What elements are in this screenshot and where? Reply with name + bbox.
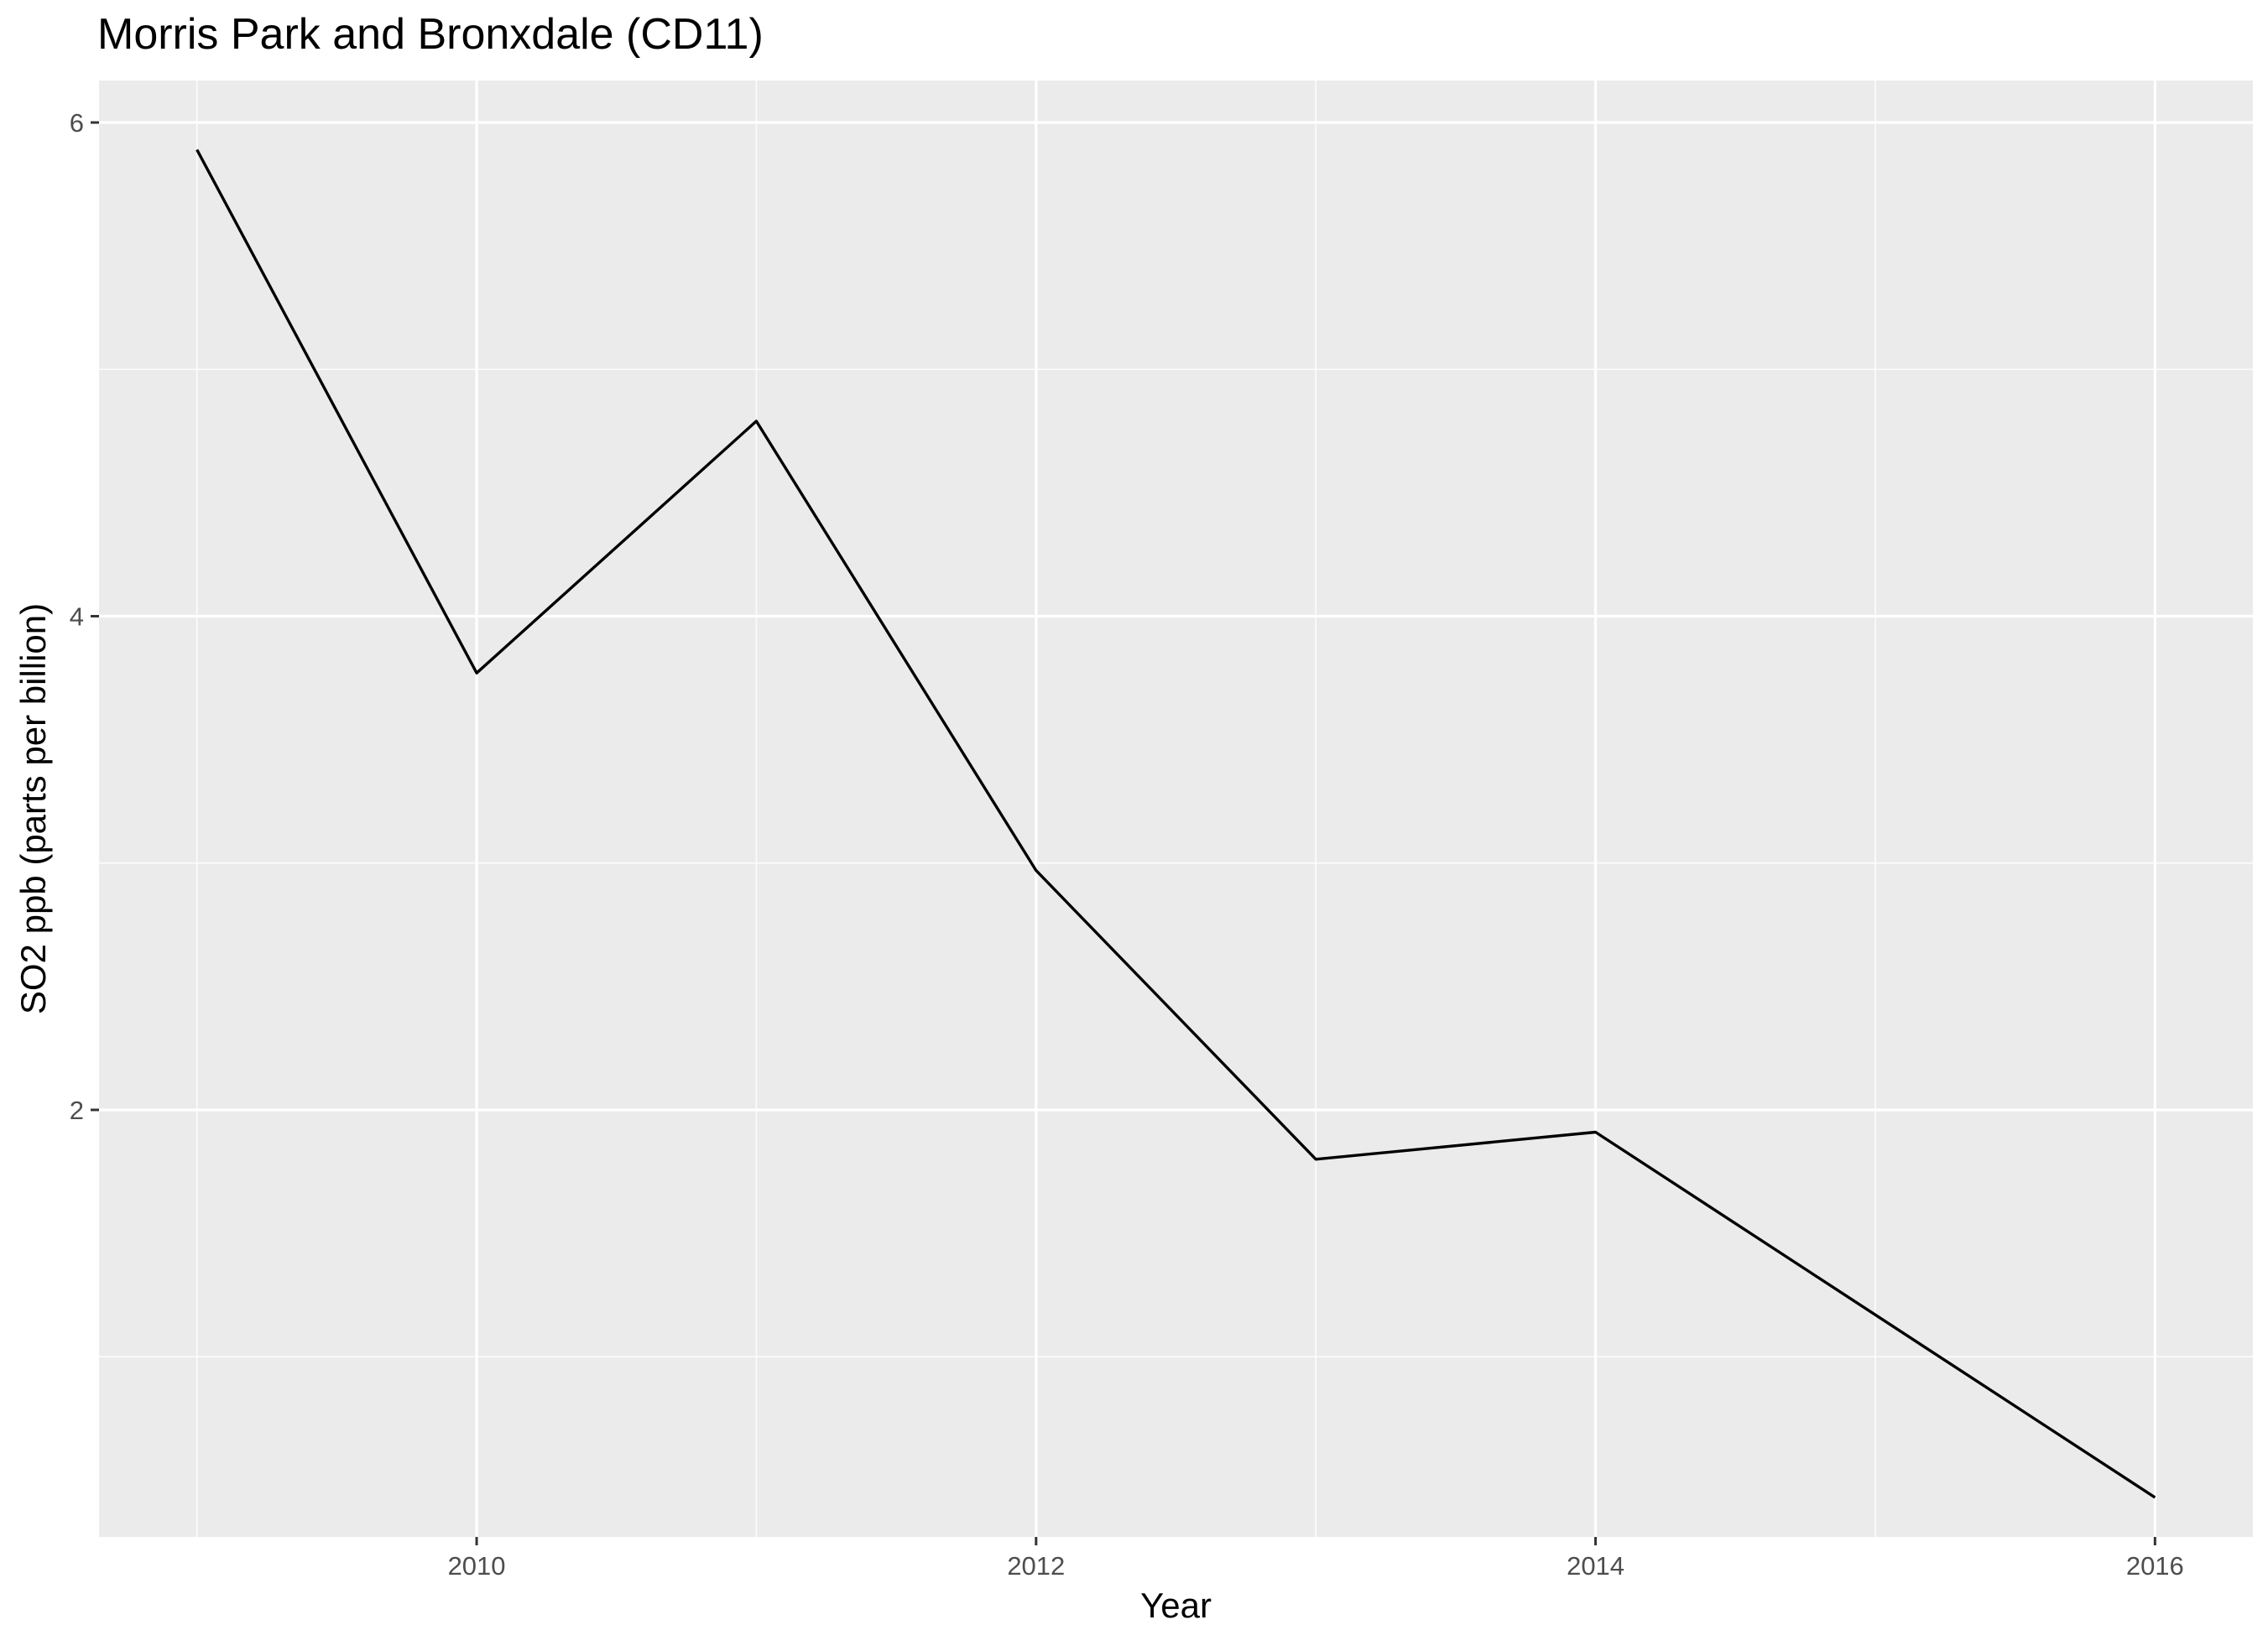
x-tick-label: 2012 xyxy=(1007,1551,1065,1581)
y-tick-label: 4 xyxy=(70,602,84,631)
y-tick-label: 2 xyxy=(70,1096,84,1125)
plot-panel xyxy=(99,81,2253,1537)
x-axis: 2010 2012 2014 2016 xyxy=(448,1537,2184,1581)
series-line xyxy=(196,148,2156,1499)
series-layer xyxy=(196,148,2156,1499)
grid-minor xyxy=(99,81,2253,1537)
x-tick-label: 2016 xyxy=(2126,1551,2184,1581)
y-axis: 2 4 6 xyxy=(70,108,99,1125)
chart-title: Morris Park and Bronxdale (CD11) xyxy=(97,10,764,59)
y-tick-label: 6 xyxy=(70,108,84,138)
y-axis-title: SO2 ppb (parts per billion) xyxy=(13,603,53,1014)
x-tick-label: 2014 xyxy=(1567,1551,1624,1581)
grid-major xyxy=(99,81,2253,1537)
x-tick-label: 2010 xyxy=(448,1551,506,1581)
x-axis-title: Year xyxy=(1140,1586,1212,1625)
